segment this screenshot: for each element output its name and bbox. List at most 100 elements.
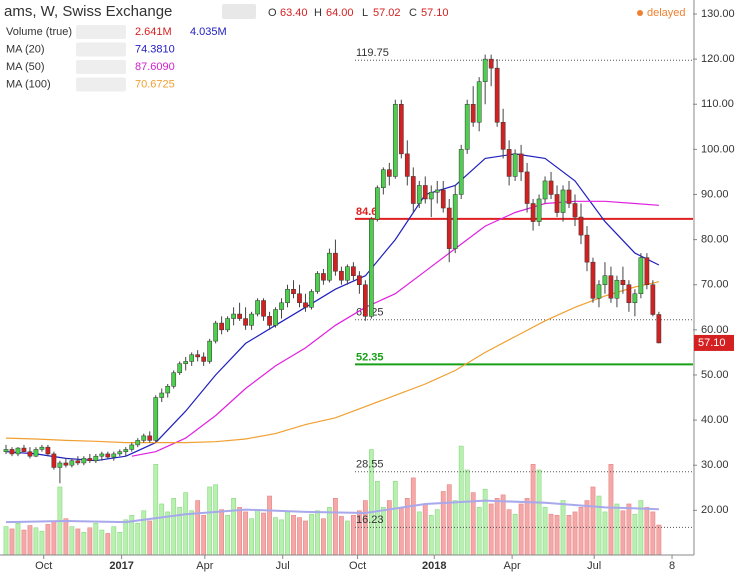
candle-body [219,322,224,331]
candle-body [638,257,644,294]
legend-value: 87.6090 [135,61,175,73]
candle-body [123,449,129,452]
x-tick-label: Oct [349,560,366,572]
volume-bar [398,507,404,556]
volume-bar [147,520,153,556]
volume-bar [339,516,344,556]
volume-bar [428,515,434,556]
axes-layer: 20.00 30.00 40.00 50.00 60.00 70.00 80.00 90.00… [35,8,734,572]
candle-body [213,322,218,342]
candle-body [614,279,620,299]
candle-body [482,58,488,82]
candle-body [644,257,650,285]
volume-bar [614,503,620,556]
candle-body [147,435,153,441]
candle-body [21,447,27,452]
candle-body [626,284,632,304]
volume-bar [273,517,278,556]
volume-bar [494,497,500,556]
candle-body [518,153,524,173]
y-tick-label: 110.00 [701,98,734,110]
y-tick-label: 130.00 [701,8,735,20]
volume-bar [303,520,308,556]
candle-body [69,460,75,466]
candle-body [171,372,177,387]
candle-body [464,103,470,150]
low: 57.02 [373,7,401,19]
candle-body [255,300,260,315]
candle-body [602,275,608,285]
y-tick-label: 60.00 [701,324,729,336]
l-label: L [362,7,368,19]
candle-body [309,291,314,308]
level-label: 119.75 [356,47,389,59]
volume-bar [69,526,75,556]
y-tick-label: 50.00 [701,369,729,381]
volume-bar [434,509,440,556]
volume-bar [249,518,254,556]
candle-body [339,270,344,281]
volume-bar [135,522,141,556]
o-label: O [268,7,277,19]
y-tick-label: 90.00 [701,188,729,200]
volume-bar [644,507,650,556]
volume-bar [440,491,446,556]
candle-body [297,293,302,304]
candle-body [159,392,165,398]
candle-body [321,273,326,281]
volume-bar [87,527,93,556]
volume-bar [656,524,662,556]
candle-body [39,446,45,450]
candle-body [267,316,272,326]
volume-bar [261,512,266,556]
y-tick-label: 20.00 [701,504,729,516]
y-tick-label: 40.00 [701,414,729,426]
candle-body [524,171,530,204]
candle-body [237,313,242,319]
candle-body [584,234,590,263]
volume-bar [141,510,147,556]
candle-body [243,318,248,326]
candle-body [183,361,189,364]
candle-body [398,103,404,155]
legend-icons [76,77,126,92]
icons[interactable] [222,4,256,19]
x-tick-label: Jul [587,560,601,572]
candle-body [590,261,596,299]
volume-bar [207,486,213,556]
x-tick-label: Apr [504,560,521,572]
candle-body [650,284,656,315]
candle-body [291,288,296,294]
candle-body [458,149,464,195]
volume-bar [3,526,9,556]
x-tick-label: 8 [669,560,675,572]
x-tick-label: Apr [196,560,213,572]
volume-bar [93,522,99,556]
candle-body [410,176,416,204]
volume-bar [21,529,27,556]
x-tick-label: 2017 [109,560,133,572]
volume-bar [350,515,356,556]
volume-bar [476,507,482,556]
volume-bar [15,522,21,556]
volume-bar [452,500,458,556]
candle-body [315,273,320,292]
candle-body [225,318,230,331]
volume-bar [333,497,338,556]
volume-bar [99,529,105,556]
candle-body [9,449,15,455]
candle-body [93,455,99,461]
volume-bar [153,463,159,556]
candle-body [15,447,21,455]
status: delayed [647,7,686,19]
candle-body [452,194,458,249]
candle-body [351,266,356,276]
candle-body [63,462,69,466]
candle-body [375,187,380,220]
volume-bar [315,510,320,556]
volume-bar [33,527,39,556]
chart-title: ams, W, Swiss Exchange [4,3,172,20]
volume-bar [590,486,596,556]
candle-body [165,385,171,394]
